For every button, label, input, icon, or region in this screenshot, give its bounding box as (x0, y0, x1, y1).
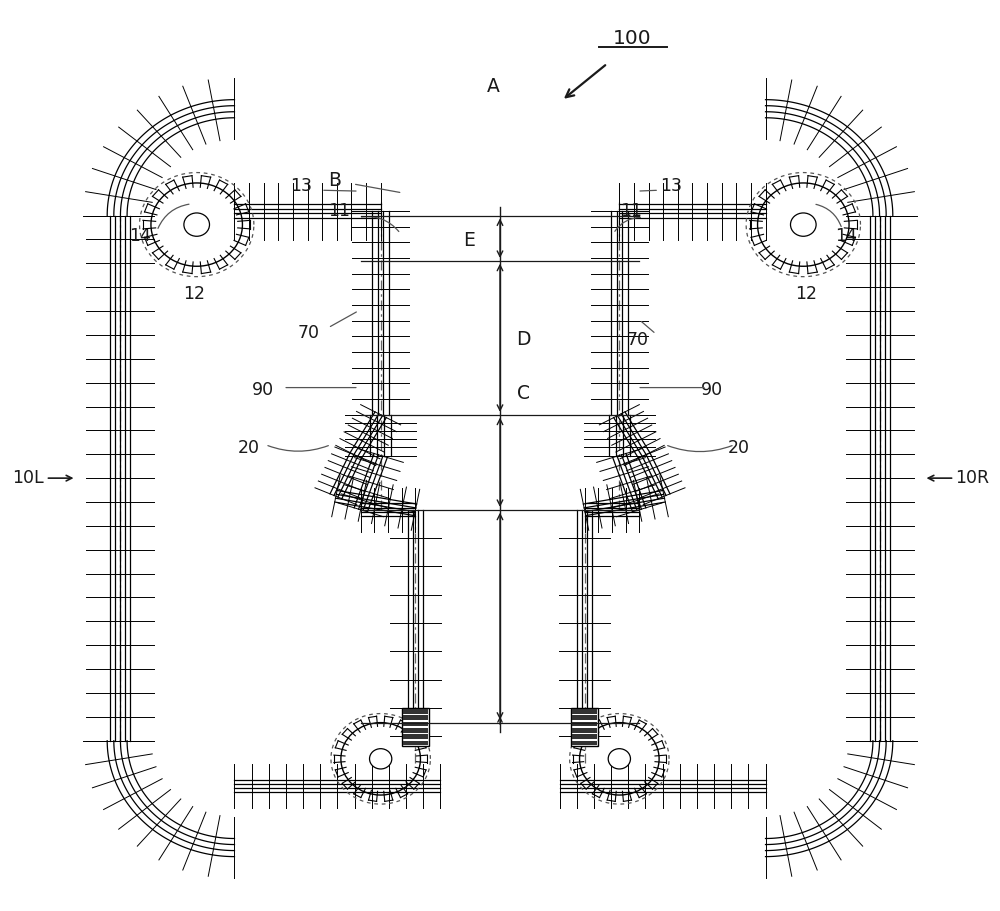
Circle shape (790, 213, 816, 236)
Text: 14: 14 (129, 228, 151, 245)
Bar (403, 741, 428, 745)
Text: 10R: 10R (955, 469, 989, 487)
Bar (403, 715, 428, 720)
Circle shape (608, 749, 630, 769)
Text: C: C (517, 384, 530, 404)
Bar (572, 715, 597, 720)
Text: 12: 12 (795, 285, 817, 303)
Text: D: D (517, 330, 531, 349)
Circle shape (370, 749, 392, 769)
Text: 20: 20 (237, 439, 259, 457)
Bar (402, 708, 429, 746)
Bar (572, 734, 597, 739)
Text: 20: 20 (728, 439, 750, 457)
Bar (572, 741, 597, 745)
Circle shape (184, 213, 210, 236)
Text: 100: 100 (613, 29, 652, 48)
Text: 70: 70 (626, 331, 648, 349)
Text: 11: 11 (620, 202, 642, 220)
Bar (403, 709, 428, 713)
Text: B: B (328, 170, 341, 189)
Bar (403, 722, 428, 726)
Bar (571, 708, 598, 746)
Bar (572, 722, 597, 726)
Text: 12: 12 (183, 285, 205, 303)
Text: 13: 13 (660, 177, 682, 195)
Text: E: E (463, 231, 475, 251)
Text: A: A (487, 77, 499, 96)
Text: 90: 90 (252, 382, 274, 399)
Text: 13: 13 (290, 177, 312, 195)
Text: 10L: 10L (12, 469, 43, 487)
Bar (572, 709, 597, 713)
Text: 70: 70 (298, 324, 320, 343)
Text: 90: 90 (701, 382, 723, 399)
Bar (572, 728, 597, 732)
Text: 11: 11 (328, 202, 350, 220)
Text: 14: 14 (835, 228, 857, 245)
Bar (403, 734, 428, 739)
Bar (403, 728, 428, 732)
